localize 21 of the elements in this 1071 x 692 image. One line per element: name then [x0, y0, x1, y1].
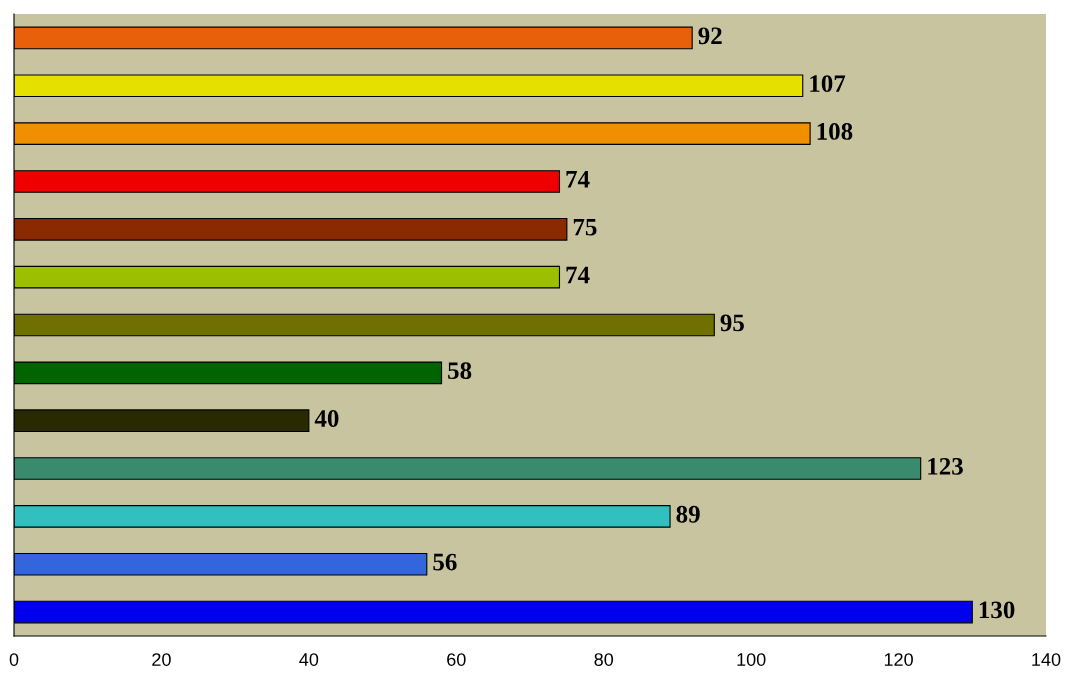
x-tick-label: 80 [594, 653, 614, 666]
data-label: 92 [698, 27, 722, 45]
data-label: 95 [720, 314, 744, 332]
x-tick-label: 120 [884, 653, 913, 666]
data-label: 89 [676, 505, 700, 523]
data-label: 108 [817, 123, 853, 140]
data-label: 74 [566, 266, 590, 284]
x-tick-label: 100 [737, 653, 766, 666]
data-label: 74 [566, 171, 590, 188]
x-tick-label: 20 [152, 653, 171, 666]
x-tick-label: 0 [9, 653, 19, 666]
x-tick-label: 60 [447, 653, 466, 666]
data-label: 107 [810, 75, 846, 93]
data-label: 130 [979, 601, 1015, 619]
data-label: 75 [573, 218, 597, 236]
x-tick-label: 140 [1032, 653, 1061, 666]
data-label: 40 [314, 410, 339, 427]
x-tick-label: 40 [299, 653, 319, 666]
data-label: 123 [928, 458, 963, 475]
data-label: 58 [448, 362, 472, 380]
data-label: 56 [433, 553, 457, 571]
